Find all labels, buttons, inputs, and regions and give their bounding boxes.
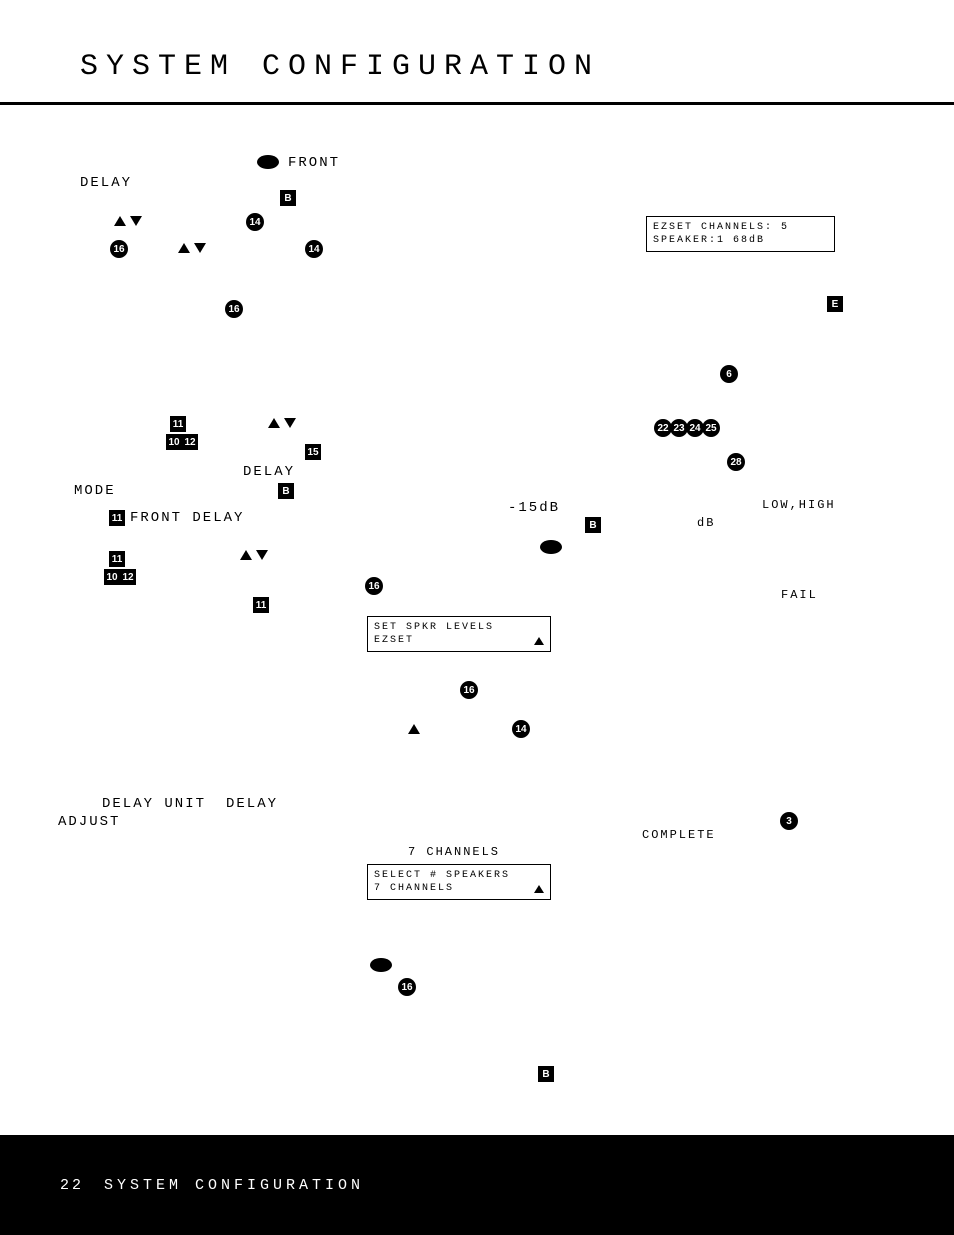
badge-12-a: 12 bbox=[182, 434, 198, 450]
label-adjust: ADJUST bbox=[58, 814, 120, 830]
badge-strip-22-25: 22 23 24 25 bbox=[654, 419, 718, 437]
updown-icon bbox=[240, 550, 268, 560]
footer-title: SYSTEM CONFIGURATION bbox=[104, 1177, 364, 1194]
label-front: FRONT bbox=[288, 155, 340, 171]
display-line: 7 CHANNELS bbox=[374, 882, 454, 895]
badge-16-c: 16 bbox=[365, 577, 383, 595]
page-footer: 22 SYSTEM CONFIGURATION bbox=[0, 1135, 954, 1235]
badge-25: 25 bbox=[702, 419, 720, 437]
badge-b-1: B bbox=[280, 190, 296, 206]
label-front-delay: FRONT DELAY bbox=[130, 510, 244, 526]
label-db: dB bbox=[697, 516, 715, 530]
up-icon bbox=[534, 637, 544, 645]
badge-16-b: 16 bbox=[225, 300, 243, 318]
display-line: SELECT # SPEAKERS bbox=[374, 869, 544, 882]
page-title: SYSTEM CONFIGURATION bbox=[80, 50, 600, 84]
badge-10-b: 10 bbox=[104, 569, 120, 585]
badge-16-a: 16 bbox=[110, 240, 128, 258]
badge-10-a: 10 bbox=[166, 434, 182, 450]
dot-icon bbox=[540, 540, 562, 554]
badge-11-d: 11 bbox=[253, 597, 269, 613]
display-line: EZSET CHANNELS: 5 bbox=[653, 221, 828, 234]
display-line: SPEAKER:1 68dB bbox=[653, 234, 828, 247]
display-ezset-channels: EZSET CHANNELS: 5 SPEAKER:1 68dB bbox=[646, 216, 835, 252]
label-lowhigh: LOW,HIGH bbox=[762, 498, 836, 512]
updown-icon bbox=[268, 418, 296, 428]
label-delay-unit: DELAY UNIT bbox=[102, 796, 206, 812]
label-minus15db: -15dB bbox=[508, 500, 560, 516]
badge-14-b: 14 bbox=[305, 240, 323, 258]
badge-11-b: 11 bbox=[109, 510, 125, 526]
badge-14-a: 14 bbox=[246, 213, 264, 231]
badge-28: 28 bbox=[727, 453, 745, 471]
badge-11-a: 11 bbox=[170, 416, 186, 432]
label-fail: FAIL bbox=[781, 588, 818, 602]
badge-15: 15 bbox=[305, 444, 321, 460]
badge-11-c: 11 bbox=[109, 551, 125, 567]
badge-b-3: B bbox=[585, 517, 601, 533]
title-rule bbox=[0, 102, 954, 105]
label-7channels: 7 CHANNELS bbox=[408, 845, 500, 859]
badge-16-d: 16 bbox=[460, 681, 478, 699]
label-complete: COMPLETE bbox=[642, 828, 716, 842]
updown-icon bbox=[114, 216, 142, 226]
badge-b-2: B bbox=[278, 483, 294, 499]
label-mode: MODE bbox=[74, 483, 116, 499]
display-set-spkr: SET SPKR LEVELS EZSET bbox=[367, 616, 551, 652]
display-select-speakers: SELECT # SPEAKERS 7 CHANNELS bbox=[367, 864, 551, 900]
badge-6: 6 bbox=[720, 365, 738, 383]
display-line: EZSET bbox=[374, 634, 414, 647]
display-line: SET SPKR LEVELS bbox=[374, 621, 544, 634]
badge-12-b: 12 bbox=[120, 569, 136, 585]
page: SYSTEM CONFIGURATION FRONT DELAY B 14 16… bbox=[0, 0, 954, 1235]
label-delay-2: DELAY bbox=[243, 464, 295, 480]
page-number: 22 bbox=[60, 1177, 84, 1194]
up-icon bbox=[534, 885, 544, 893]
up-icon bbox=[408, 724, 420, 734]
dot-icon bbox=[257, 155, 279, 169]
label-delay-1: DELAY bbox=[80, 175, 132, 191]
label-delay-3: DELAY bbox=[226, 796, 278, 812]
badge-b-4: B bbox=[538, 1066, 554, 1082]
dot-icon bbox=[370, 958, 392, 972]
badge-e: E bbox=[827, 296, 843, 312]
updown-icon bbox=[178, 243, 206, 253]
badge-14-c: 14 bbox=[512, 720, 530, 738]
badge-3: 3 bbox=[780, 812, 798, 830]
badge-16-e: 16 bbox=[398, 978, 416, 996]
